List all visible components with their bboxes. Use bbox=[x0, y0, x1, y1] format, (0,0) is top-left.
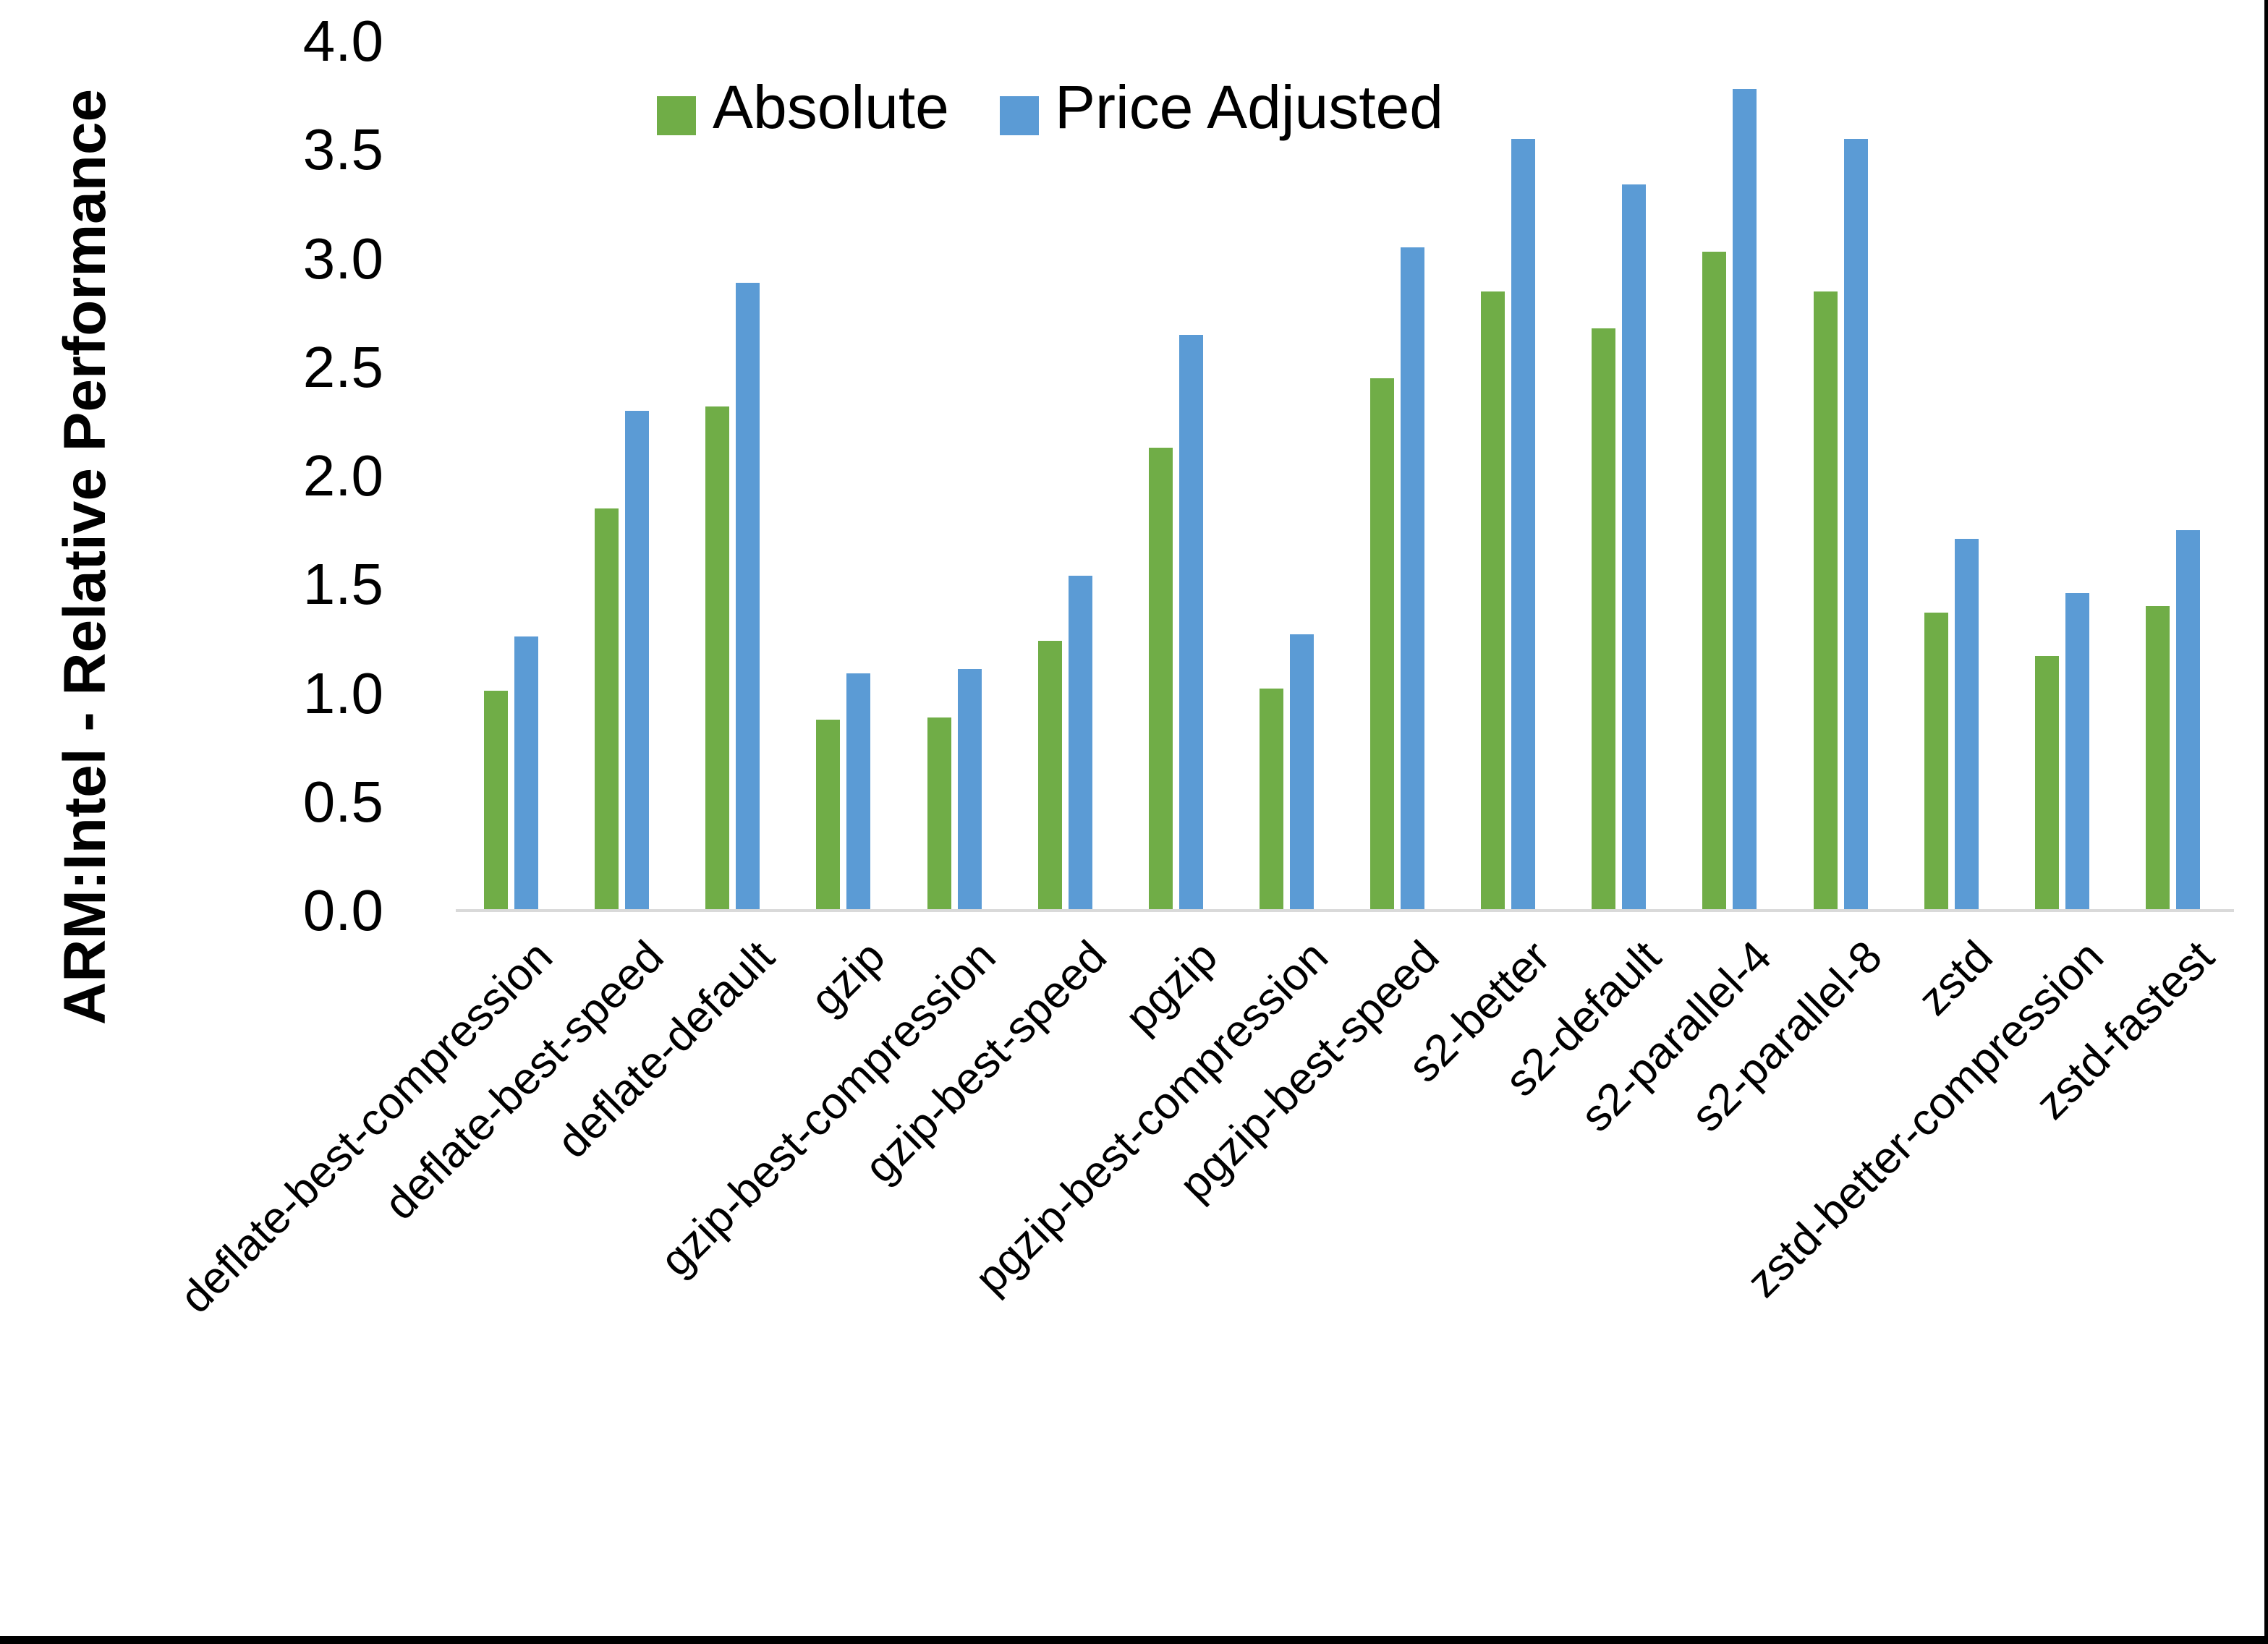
bar-price-adjusted bbox=[736, 282, 760, 911]
y-axis-tick-label: 2.0 bbox=[302, 443, 383, 508]
bar-price-adjusted bbox=[1843, 139, 1868, 911]
screenshot-right-border bbox=[2264, 0, 2268, 1644]
bar-price-adjusted bbox=[2175, 530, 2200, 911]
bar-absolute bbox=[484, 691, 509, 911]
bar-absolute bbox=[705, 406, 730, 911]
bar-absolute bbox=[1924, 613, 1948, 911]
y-axis-tick-label: 0.5 bbox=[302, 769, 383, 834]
bar-absolute bbox=[927, 717, 951, 911]
x-axis-line bbox=[456, 909, 2234, 912]
bar-absolute bbox=[1813, 291, 1838, 911]
bar-price-adjusted bbox=[1622, 184, 1647, 911]
y-axis-tick-label: 1.5 bbox=[302, 552, 383, 617]
legend-swatch-price-adjusted bbox=[1000, 96, 1039, 135]
legend-swatch-absolute bbox=[657, 96, 696, 135]
bar-absolute bbox=[1370, 378, 1395, 911]
bar-absolute bbox=[1702, 252, 1727, 911]
bar-absolute bbox=[2145, 606, 2170, 911]
bar-absolute bbox=[1259, 689, 1283, 911]
bar-price-adjusted bbox=[625, 410, 650, 911]
x-axis-label: gzip bbox=[801, 932, 895, 1026]
y-axis-title: ARM:Intel - Relative Performance bbox=[52, 88, 118, 1026]
bar-price-adjusted bbox=[1733, 89, 1757, 911]
bar-absolute bbox=[2034, 656, 2059, 911]
x-axis-label: zstd bbox=[1908, 932, 2002, 1026]
bar-price-adjusted bbox=[957, 669, 982, 911]
bar-absolute bbox=[816, 719, 841, 911]
bar-absolute bbox=[1037, 641, 1062, 911]
bar-price-adjusted bbox=[1511, 139, 1536, 911]
y-axis-tick-label: 1.0 bbox=[302, 660, 383, 725]
screenshot-bottom-border bbox=[0, 1636, 2268, 1644]
bar-price-adjusted bbox=[1178, 334, 1203, 911]
y-axis-tick-label: 3.5 bbox=[302, 117, 383, 182]
y-axis-tick-label: 2.5 bbox=[302, 334, 383, 399]
bar-absolute bbox=[1148, 447, 1173, 911]
bar-absolute bbox=[1481, 291, 1505, 911]
bar-price-adjusted bbox=[1068, 576, 1092, 911]
bar-price-adjusted bbox=[1289, 634, 1314, 911]
bar-absolute bbox=[1592, 328, 1616, 911]
y-axis-tick-label: 0.0 bbox=[302, 878, 383, 942]
legend-label-absolute: Absolute bbox=[713, 73, 949, 141]
y-axis-tick-label: 3.0 bbox=[302, 226, 383, 291]
bar-price-adjusted bbox=[514, 636, 539, 911]
legend-label-price-adjusted: Price Adjusted bbox=[1055, 73, 1443, 141]
bar-price-adjusted bbox=[1401, 247, 1425, 911]
bar-price-adjusted bbox=[2065, 593, 2089, 911]
y-axis-tick-label: 4.0 bbox=[302, 9, 383, 73]
bar-price-adjusted bbox=[846, 673, 871, 911]
bar-price-adjusted bbox=[1954, 539, 1979, 911]
bar-absolute bbox=[595, 508, 619, 911]
